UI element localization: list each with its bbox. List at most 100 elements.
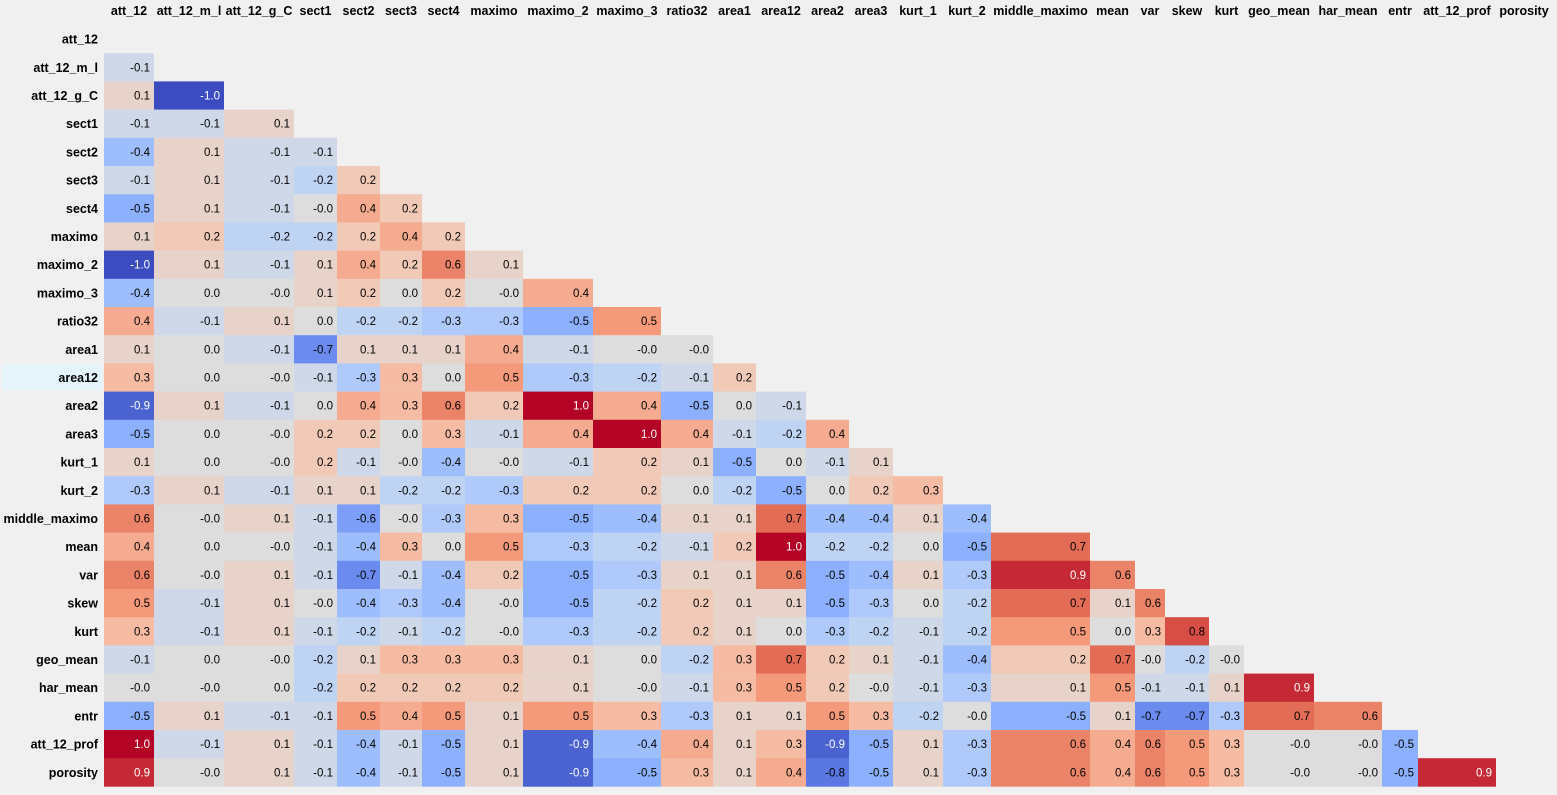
heatmap-cell xyxy=(422,307,465,336)
heatmap-cell xyxy=(756,730,806,759)
cell-value: 0.1 xyxy=(204,203,220,215)
heatmap-cell xyxy=(224,335,294,364)
row-header[interactable] xyxy=(2,731,102,758)
cell-value: 0.4 xyxy=(134,316,151,328)
row-header[interactable] xyxy=(2,420,102,447)
cell-value: -0.5 xyxy=(569,598,589,610)
heatmap-cell xyxy=(849,448,893,477)
row-header[interactable] xyxy=(2,533,102,560)
heatmap-cell xyxy=(465,532,523,562)
cell-value: -0.3 xyxy=(825,626,845,638)
cell-value: -0.1 xyxy=(200,739,220,751)
heatmap-cell xyxy=(104,137,154,167)
cell-value: 0.6 xyxy=(1145,598,1161,610)
heatmap-cell xyxy=(104,335,154,364)
cell-value: 0.1 xyxy=(360,344,376,356)
row-header[interactable] xyxy=(2,223,102,250)
heatmap-cell xyxy=(465,250,523,280)
heatmap-cell xyxy=(849,701,893,731)
heatmap-cell xyxy=(154,645,224,674)
heatmap-cell xyxy=(380,476,422,505)
row-header[interactable] xyxy=(2,561,102,588)
heatmap-cell xyxy=(756,532,806,562)
cell-value: 0.4 xyxy=(693,739,710,751)
heatmap-cell xyxy=(422,250,465,280)
heatmap-cell xyxy=(422,560,465,590)
row-header[interactable] xyxy=(2,674,102,701)
row-header[interactable] xyxy=(2,82,102,109)
row-header[interactable] xyxy=(2,646,102,673)
heatmap-cell xyxy=(104,617,154,646)
heatmap-cell xyxy=(224,166,294,195)
heatmap-cell xyxy=(104,730,154,759)
heatmap-cell xyxy=(294,391,337,421)
heatmap-cell xyxy=(1209,673,1244,703)
row-header[interactable] xyxy=(2,505,102,532)
row-header[interactable] xyxy=(2,110,102,137)
cell-value: -0.1 xyxy=(200,598,220,610)
row-header[interactable] xyxy=(2,702,102,729)
row-header[interactable] xyxy=(2,54,102,81)
column-label: area2 xyxy=(811,4,844,18)
column-label: skew xyxy=(1172,4,1203,18)
row-header[interactable] xyxy=(2,251,102,278)
row-label: sect2 xyxy=(66,145,98,159)
heatmap-cell xyxy=(593,758,661,787)
row-header[interactable] xyxy=(2,26,102,53)
row-label: var xyxy=(79,568,98,582)
row-header[interactable] xyxy=(2,279,102,306)
heatmap-cell xyxy=(294,419,337,449)
cell-value: -0.1 xyxy=(313,373,333,385)
row-header-selected[interactable] xyxy=(2,364,102,391)
row-header[interactable] xyxy=(2,167,102,194)
cell-value: -0.1 xyxy=(313,542,333,554)
row-label: area3 xyxy=(65,427,98,441)
cell-value: -0.0 xyxy=(1358,739,1378,751)
cell-value: 0.2 xyxy=(641,457,657,469)
heatmap-cell xyxy=(337,532,380,562)
cell-value: -0.5 xyxy=(130,203,150,215)
heatmap-cell xyxy=(154,166,224,195)
heatmap-cell xyxy=(713,476,756,505)
row-header[interactable] xyxy=(2,138,102,165)
row-header[interactable] xyxy=(2,449,102,476)
heatmap-cell xyxy=(294,137,337,167)
cell-value: 0.2 xyxy=(402,683,418,695)
cell-value: -0.3 xyxy=(356,373,376,385)
row-header[interactable] xyxy=(2,759,102,786)
cell-value: 0.1 xyxy=(317,260,333,272)
column-label: maximo_3 xyxy=(596,4,657,18)
row-label: har_mean xyxy=(39,681,98,695)
heatmap-cell xyxy=(756,476,806,505)
cell-value: 0.1 xyxy=(134,91,150,103)
heatmap-cell xyxy=(1135,673,1165,703)
row-label: maximo_3 xyxy=(37,286,98,300)
column-label: porosity xyxy=(1499,4,1548,18)
cell-value: -0.2 xyxy=(398,485,418,497)
heatmap-cell xyxy=(661,335,713,364)
heatmap-cell xyxy=(849,532,893,562)
heatmap-cell xyxy=(224,504,294,533)
heatmap-cell xyxy=(154,758,224,787)
row-header[interactable] xyxy=(2,336,102,363)
heatmap-cell xyxy=(756,673,806,703)
heatmap-cell xyxy=(154,278,224,308)
heatmap-cell xyxy=(713,504,756,533)
cell-value: -0.7 xyxy=(1185,711,1205,723)
row-header[interactable] xyxy=(2,477,102,504)
cell-value: 0.2 xyxy=(736,542,752,554)
cell-value: 0.3 xyxy=(923,485,939,497)
heatmap-cell xyxy=(465,701,523,731)
cell-value: -0.0 xyxy=(313,203,333,215)
cell-value: 0.1 xyxy=(923,739,939,751)
row-header[interactable] xyxy=(2,308,102,335)
row-header[interactable] xyxy=(2,195,102,222)
cell-value: 0.3 xyxy=(402,401,418,413)
heatmap-cell xyxy=(1135,701,1165,731)
cell-value: -0.4 xyxy=(441,457,461,469)
heatmap-cell xyxy=(465,476,523,505)
row-header[interactable] xyxy=(2,618,102,645)
heatmap-cell xyxy=(893,730,943,759)
row-header[interactable] xyxy=(2,590,102,617)
row-header[interactable] xyxy=(2,392,102,419)
